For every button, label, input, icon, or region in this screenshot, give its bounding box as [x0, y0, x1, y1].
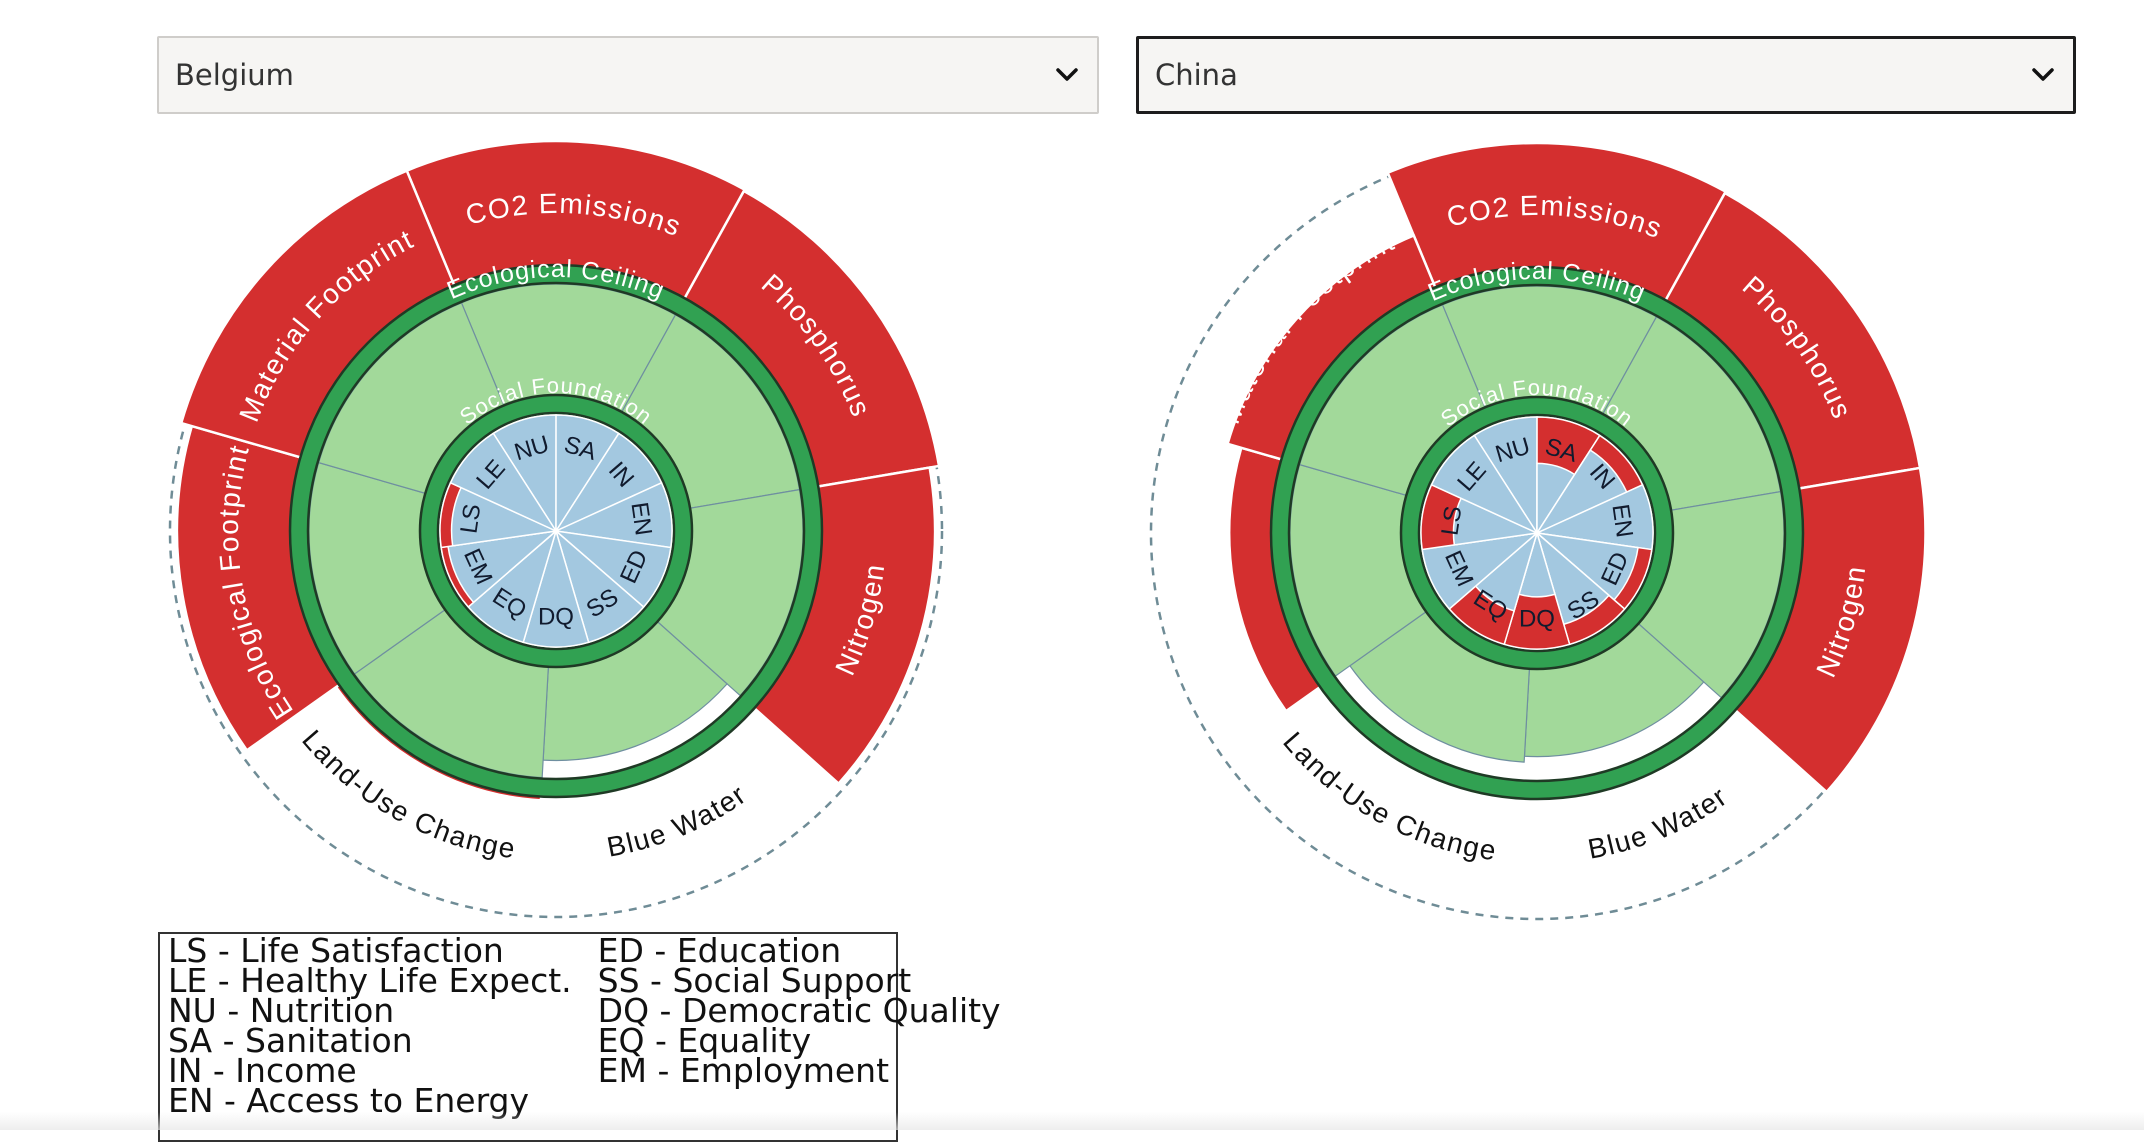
chevron-down-icon: [2029, 61, 2057, 89]
legend-item: SA - Sanitation: [168, 1021, 413, 1060]
bottom-fade: [0, 1112, 2144, 1130]
legend-box: LS - Life Satisfaction LE - Healthy Life…: [158, 931, 1001, 1142]
legend-item: EN - Access to Energy: [168, 1081, 530, 1120]
ceiling-outline: [1269, 265, 1805, 801]
social-label-en: EN: [625, 500, 656, 537]
ceiling-outline: [288, 263, 824, 799]
social-sector: [1430, 434, 1540, 535]
legend-item: LS - Life Satisfaction: [168, 931, 504, 970]
social-label-en: EN: [1606, 502, 1637, 539]
ecological-ceiling-ring: [290, 265, 822, 797]
legend-item: ED - Education: [597, 931, 842, 970]
legend-item: EM - Employment: [597, 1051, 890, 1090]
ceiling-outline: [1287, 283, 1787, 783]
country-select-left[interactable]: Belgium: [157, 36, 1099, 114]
chevron-down-icon: [1053, 61, 1081, 89]
country-select-right[interactable]: China: [1136, 36, 2076, 114]
legend-item: EQ - Equality: [597, 1021, 812, 1060]
legend-column-1: LS - Life Satisfaction LE - Healthy Life…: [168, 931, 572, 1140]
legend-item: SS - Social Support: [597, 961, 912, 1000]
social-label-dq: DQ: [1519, 605, 1555, 632]
legend-column-2: ED - Education SS - Social Support DQ - …: [597, 931, 1001, 1140]
legend-item: LE - Healthy Life Expect.: [168, 961, 572, 1000]
ecological-label-blue-water: Blue Water: [1585, 780, 1733, 864]
legend-item: IN - Income: [168, 1051, 357, 1090]
legend-item: DQ - Democratic Quality: [597, 991, 1001, 1030]
social-label-ls: LS: [455, 502, 486, 535]
legend-item: NU - Nutrition: [168, 991, 395, 1030]
social-label-ls: LS: [1436, 504, 1467, 537]
country-select-left-value: Belgium: [175, 58, 294, 92]
country-select-right-value: China: [1155, 58, 1238, 92]
social-sector: [449, 432, 559, 533]
ecological-ceiling-ring: [1271, 267, 1803, 799]
ecological-label-blue-water: Blue Water: [604, 778, 752, 862]
social-label-dq: DQ: [538, 603, 574, 630]
ceiling-outline: [306, 281, 806, 781]
